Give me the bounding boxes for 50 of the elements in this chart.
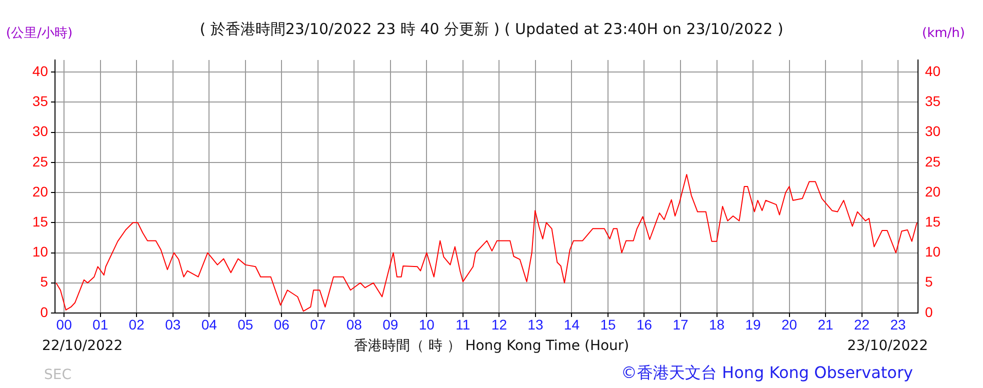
y2-tick-label: 0 [925,304,933,320]
x-tick-label: 13 [528,316,544,332]
y-axis-title: (公里/小時) [6,25,73,43]
text: 23/10/2022 [847,337,928,355]
x-tick-label: 14 [564,316,580,332]
x-tick-label: 22 [854,316,870,332]
x-tick-label: 21 [818,316,834,332]
x-tick-label: 06 [274,316,290,332]
y-tick-label: 15 [32,214,48,230]
x-tick-label: 20 [781,316,798,332]
x-tick-label: 07 [310,316,326,332]
y-tick-label: 5 [40,274,48,290]
x-tick-label: 15 [600,316,616,332]
x-tick-label: 18 [708,316,725,332]
y-tick-label: 25 [32,153,48,170]
x-tick-label: 17 [672,316,688,332]
x-tick-label: 10 [418,316,435,332]
y-tick-label: 0 [40,304,48,320]
x-tick-label: 01 [92,316,108,332]
x-tick-label: 03 [165,316,181,332]
x-tick-label: 23 [890,316,906,332]
x-tick-label: 05 [238,316,254,332]
y2-tick-label: 5 [925,274,933,290]
y2-tick-label: 35 [925,93,941,110]
y2-tick-label: 15 [925,214,941,230]
y2-tick-label: 30 [925,123,941,140]
y-tick-label: 40 [32,62,48,79]
y2-axis-title: (km/h) [922,25,965,43]
y2-tick-label: 10 [925,244,941,260]
y-tick-label: 35 [32,93,48,110]
x-tick-label: 04 [201,316,218,332]
x-tick-label: 00 [56,316,72,332]
y-tick-label: 20 [32,183,48,200]
x-tick-label: 08 [346,316,362,332]
x-tick-label: 11 [456,316,470,332]
chart-title: ( 於香港時間23/10/2022 23 時 40 分更新 ) ( Updated at 23:40H on 23/10/2022 ) [200,20,784,38]
y-tick-label: 10 [32,244,48,260]
y2-tick-label: 25 [925,153,941,170]
x-tick-label: 02 [128,316,145,332]
x-axis-title: 香港時間（ 時 ） Hong Kong Time (Hour) [354,338,630,354]
x-tick-label: 12 [491,316,508,332]
text: 22/10/2022 [42,337,123,355]
text: SEC [44,366,72,384]
x-tick-label: 09 [382,316,398,332]
x-tick-label: 16 [636,316,652,332]
y-tick-label: 30 [32,123,48,140]
x-tick-label: 19 [745,316,762,332]
text: ©香港天文台 Hong Kong Observatory [620,363,913,382]
y2-tick-label: 20 [925,183,941,200]
y2-tick-label: 40 [925,62,941,79]
